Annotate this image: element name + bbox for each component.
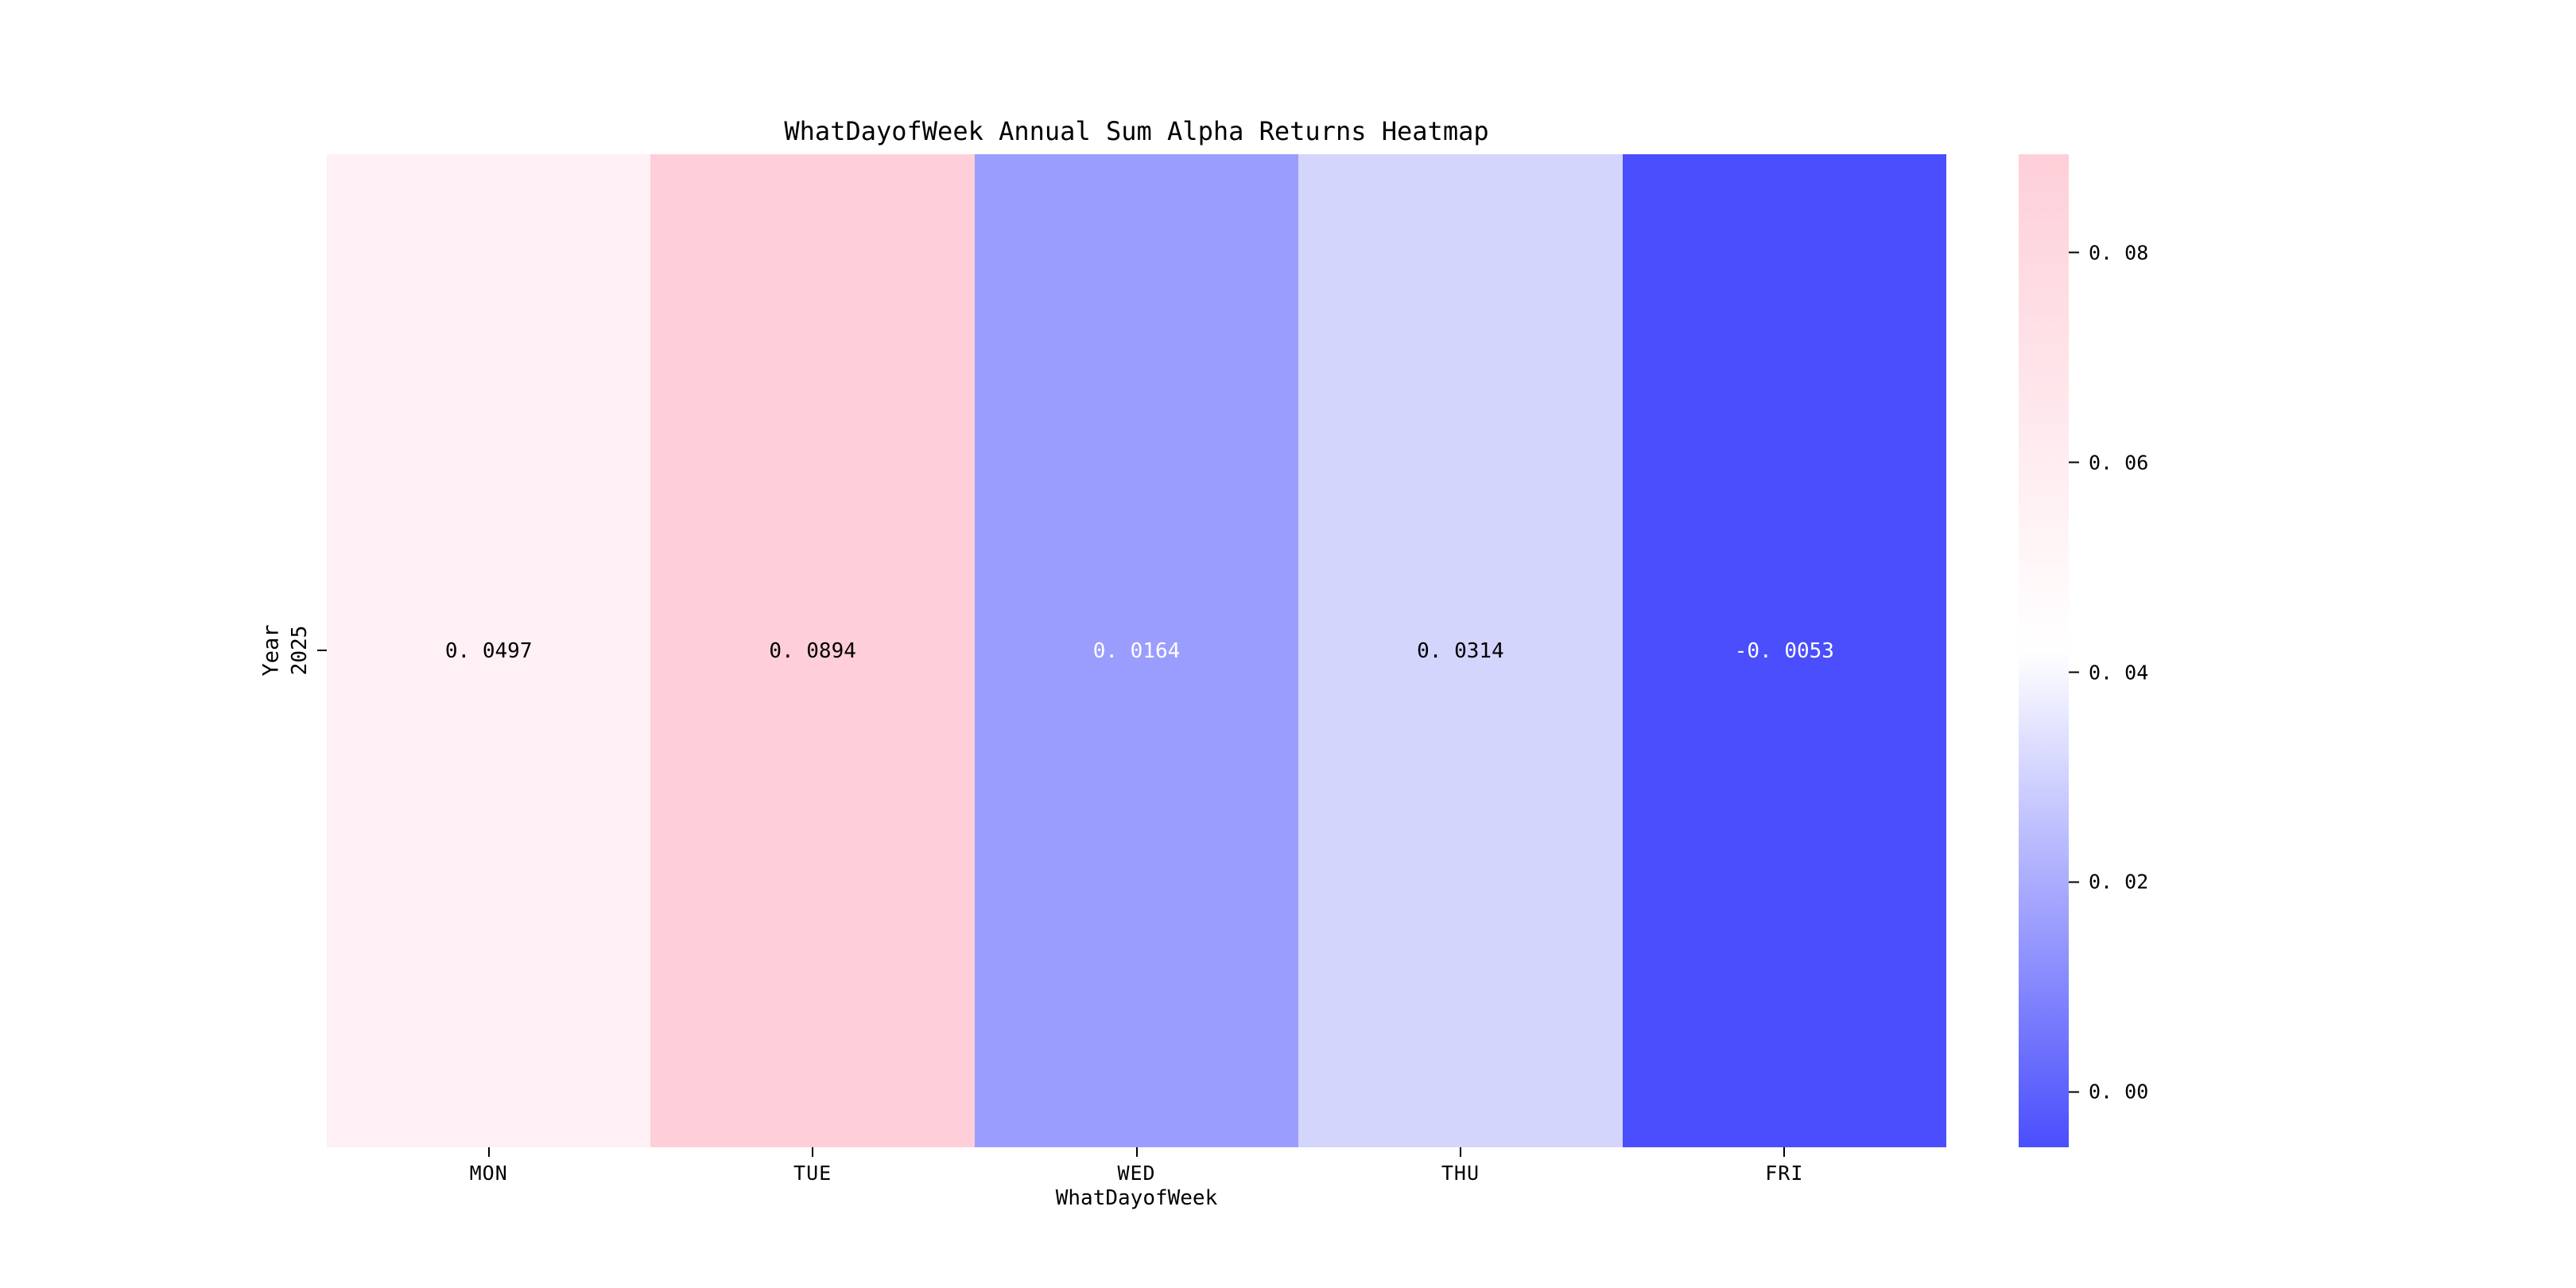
x-tick-mark (1783, 1147, 1786, 1157)
x-tick-mark (487, 1147, 490, 1157)
colorbar-tick-mark (2069, 881, 2079, 883)
colorbar-tick-0.00: 0. 00 (2069, 1080, 2148, 1104)
colorbar-gradient (2019, 154, 2069, 1147)
colorbar-tick-0.04: 0. 04 (2069, 661, 2148, 684)
colorbar-tick-mark (2069, 251, 2079, 254)
y-tick-mark (317, 650, 327, 651)
x-tick-label-tue: TUE (793, 1162, 832, 1185)
colorbar-tick-mark (2069, 671, 2079, 673)
colorbar-ticks: 0. 08 0. 06 0. 04 0. 02 0. 00 (2069, 154, 2275, 1147)
x-tick-fri: FRI (1623, 1147, 1946, 1185)
colorbar-tick-label: 0. 08 (2089, 241, 2149, 265)
colorbar-tick-0.02: 0. 02 (2069, 871, 2148, 894)
x-tick-mark (812, 1147, 814, 1157)
y-tick-label-2025: 2025 (288, 625, 312, 676)
colorbar-tick-label: 0. 06 (2089, 451, 2149, 475)
heatmap-cell-tue: 0. 0894 (650, 154, 975, 1147)
x-axis-label: WhatDayofWeek (1055, 1186, 1218, 1210)
colorbar-tick-mark (2069, 1091, 2079, 1093)
cell-value-thu: 0. 0314 (1417, 638, 1504, 663)
cell-value-fri: -0. 0053 (1734, 638, 1834, 663)
heatmap-plot-area: 0. 0497 0. 0894 0. 0164 0. 0314 -0. 0053 (327, 154, 1947, 1147)
colorbar-tick-label: 0. 02 (2089, 870, 2149, 894)
heatmap-cell-mon: 0. 0497 (327, 154, 651, 1147)
chart-title: WhatDayofWeek Annual Sum Alpha Returns H… (784, 116, 1489, 146)
x-axis-ticks: MON TUE WED THU FRI (327, 1147, 1946, 1185)
colorbar-tick-0.06: 0. 06 (2069, 451, 2148, 474)
cell-value-tue: 0. 0894 (769, 638, 856, 663)
x-tick-mark (1459, 1147, 1461, 1157)
x-tick-label-fri: FRI (1765, 1162, 1804, 1185)
colorbar-tick-0.08: 0. 08 (2069, 241, 2148, 264)
colorbar-tick-label: 0. 00 (2089, 1080, 2149, 1104)
x-tick-label-mon: MON (469, 1162, 508, 1185)
cell-value-mon: 0. 0497 (444, 638, 533, 663)
x-tick-wed: WED (975, 1147, 1298, 1185)
x-tick-label-thu: THU (1441, 1162, 1480, 1185)
x-tick-mark (1135, 1147, 1138, 1157)
cell-value-wed: 0. 0164 (1092, 638, 1181, 663)
colorbar-tick-mark (2069, 461, 2079, 464)
heatmap-cell-wed: 0. 0164 (974, 154, 1299, 1147)
y-axis-label: Year (258, 624, 284, 677)
heatmap-cell-fri: -0. 0053 (1622, 154, 1947, 1147)
x-tick-label-wed: WED (1117, 1162, 1156, 1185)
colorbar-tick-label: 0. 04 (2089, 661, 2149, 685)
x-tick-mon: MON (327, 1147, 650, 1185)
x-tick-thu: THU (1298, 1147, 1622, 1185)
heatmap-cell-thu: 0. 0314 (1298, 154, 1623, 1147)
x-tick-tue: TUE (650, 1147, 974, 1185)
